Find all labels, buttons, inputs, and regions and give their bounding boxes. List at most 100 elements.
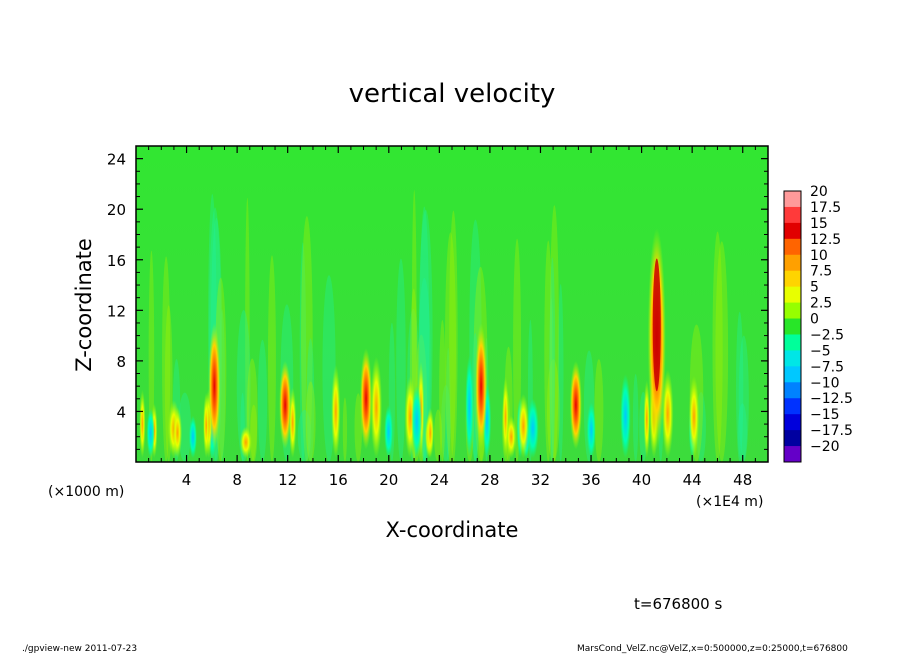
colorbar-swatch — [784, 398, 801, 415]
colorbar-swatch — [784, 366, 801, 383]
downdraft-cell — [188, 415, 197, 459]
footer-left: ./gpview-new 2011-07-23 — [22, 644, 137, 654]
field-streak — [444, 232, 457, 462]
colorbar-swatch — [784, 270, 801, 288]
colorbar-label: −7.5 — [810, 359, 844, 375]
x-tick-label: 40 — [632, 471, 651, 489]
colorbar-swatch — [784, 222, 801, 240]
velocity-field — [139, 190, 749, 462]
colorbar-swatch — [784, 254, 801, 272]
colorbar-label: 17.5 — [810, 200, 841, 216]
colorbar-label: 7.5 — [810, 264, 832, 280]
field-streak — [546, 359, 560, 462]
y-tick-label: 16 — [107, 252, 126, 270]
x-tick-label: 8 — [232, 471, 242, 489]
field-streak — [342, 397, 348, 462]
colorbar-label: −5 — [810, 343, 831, 359]
field-streak — [712, 231, 723, 462]
updraft-cell — [517, 393, 529, 459]
colorbar-swatch — [784, 446, 801, 463]
field-streak — [557, 283, 564, 462]
colorbar-label: 12.5 — [810, 232, 841, 248]
x-tick-label: 36 — [581, 471, 600, 489]
colorbar-swatch — [784, 302, 801, 320]
x-unit-right: (×1E4 m) — [696, 494, 763, 510]
colorbar-label: 0 — [810, 312, 819, 328]
colorbar-swatch — [784, 191, 801, 208]
y-tick-label: 12 — [107, 302, 126, 320]
colorbar-label: −20 — [810, 439, 840, 455]
footer-right: MarsCond_VelZ.nc@VelZ,x=0:500000,z=0:250… — [577, 644, 848, 654]
field-streak — [737, 403, 747, 462]
colorbar-frame — [783, 190, 802, 463]
field-streak — [297, 409, 312, 462]
updraft-plume — [360, 348, 373, 450]
field-streak — [549, 257, 556, 462]
x-axis-label: X-coordinate — [386, 518, 519, 542]
field-streak — [306, 338, 315, 462]
colorbar-label: −15 — [810, 407, 840, 423]
downdraft-cell — [146, 408, 155, 459]
downdraft-cell — [411, 384, 423, 459]
y-tick-label: 4 — [116, 403, 126, 421]
downdraft-cell — [586, 402, 596, 459]
colorbar-swatch — [784, 382, 801, 399]
field-streak — [632, 373, 639, 462]
y-tick-label: 8 — [116, 353, 126, 371]
colorbar-label: 5 — [810, 280, 819, 296]
colorbar-label: −17.5 — [810, 423, 853, 439]
field-streak — [218, 308, 226, 462]
updraft-plume — [569, 360, 582, 450]
x-axis: 4 8 12 16 20 24 28 32 36 40 44 48 — [148, 146, 756, 489]
field-streak — [549, 298, 554, 462]
updraft-plume — [475, 322, 488, 450]
time-label: t=676800 s — [634, 595, 722, 613]
field-streak — [268, 255, 276, 462]
colorbar-swatch — [784, 206, 801, 224]
colorbar-swatch — [784, 318, 801, 335]
updraft-cell — [239, 426, 252, 459]
updraft-plume — [208, 322, 221, 450]
colorbar-label: 2.5 — [810, 296, 832, 312]
x-tick-label: 12 — [278, 471, 297, 489]
colorbar-swatch — [784, 286, 801, 304]
downdraft-cell — [526, 398, 539, 459]
updraft-cell — [331, 364, 341, 459]
updraft-cell — [688, 375, 700, 459]
x-tick-label: 32 — [531, 471, 550, 489]
colorbar-swatch — [784, 414, 801, 431]
field-streak — [245, 197, 250, 462]
colorbar-label: −12.5 — [810, 391, 853, 407]
updraft-cell — [662, 369, 674, 459]
field-streak — [445, 347, 451, 462]
field-streak — [354, 393, 363, 462]
field-streak — [299, 242, 307, 462]
field-streak — [594, 359, 604, 462]
field-streak — [449, 210, 458, 462]
updraft-cell — [172, 407, 183, 459]
field-streak — [736, 311, 744, 462]
field-streak — [162, 256, 171, 462]
x-tick-label: 16 — [329, 471, 348, 489]
updraft-cell — [506, 415, 517, 459]
colorbar-label: −2.5 — [810, 327, 844, 343]
y-tick-label: 24 — [107, 151, 126, 169]
colorbar-swatch — [784, 238, 801, 256]
y-tick-label: 20 — [107, 201, 126, 219]
field-streak — [439, 319, 446, 462]
updraft-cell — [643, 380, 650, 459]
colorbar-label: 15 — [810, 216, 828, 232]
field-streak — [544, 240, 553, 462]
field-streak — [301, 216, 313, 462]
field-streak — [250, 404, 258, 462]
field-streak — [236, 310, 251, 462]
field-streak — [434, 409, 443, 462]
colorbar-label: 10 — [810, 248, 828, 264]
colorbar-swatch — [784, 350, 801, 367]
updraft-core — [652, 258, 661, 392]
y-axis: 4 8 12 16 20 24 — [107, 151, 768, 450]
downdraft-cell — [384, 405, 393, 459]
updraft-plume — [279, 360, 292, 450]
colorbar-swatch — [784, 430, 801, 447]
